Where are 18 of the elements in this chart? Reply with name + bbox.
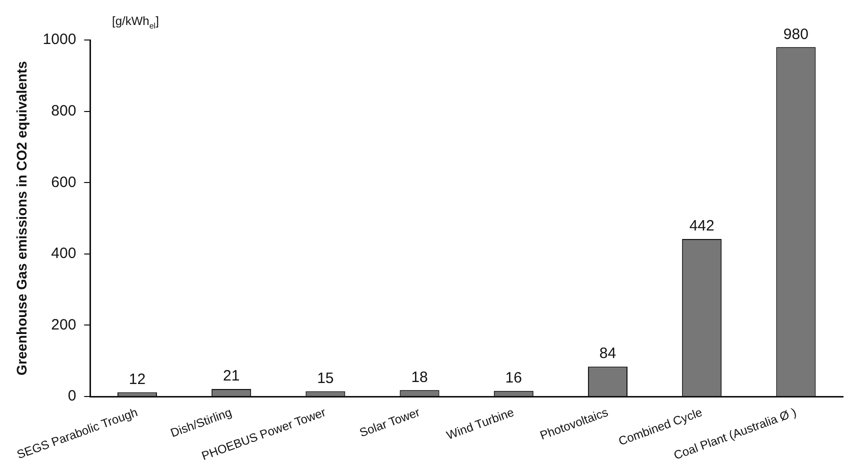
data-label: 84 [599,345,616,362]
text: [g/kWh$_{el}$] [112,14,159,30]
data-label: 15 [317,370,334,387]
y-tick-label: 600 [51,174,76,191]
data-label: 16 [505,369,522,386]
y-tick-label: 0 [68,388,76,405]
x-tick-label: Solar Tower [358,405,422,440]
data-label: 21 [222,368,240,385]
y-tick-label: 800 [51,102,76,120]
data-label: 980 [783,26,808,43]
y-tick-label: 400 [51,245,76,262]
data-label: 18 [411,368,428,386]
x-tick-label: Wind Turbine [444,404,516,442]
y-axis-title: Greenhouse Gas emissions in CO2 equivalents [13,60,30,376]
data-label: 442 [689,218,714,235]
y-tick-label: 1000 [42,31,76,48]
data-label: 12 [128,370,146,388]
y-tick-label: 200 [51,316,76,334]
